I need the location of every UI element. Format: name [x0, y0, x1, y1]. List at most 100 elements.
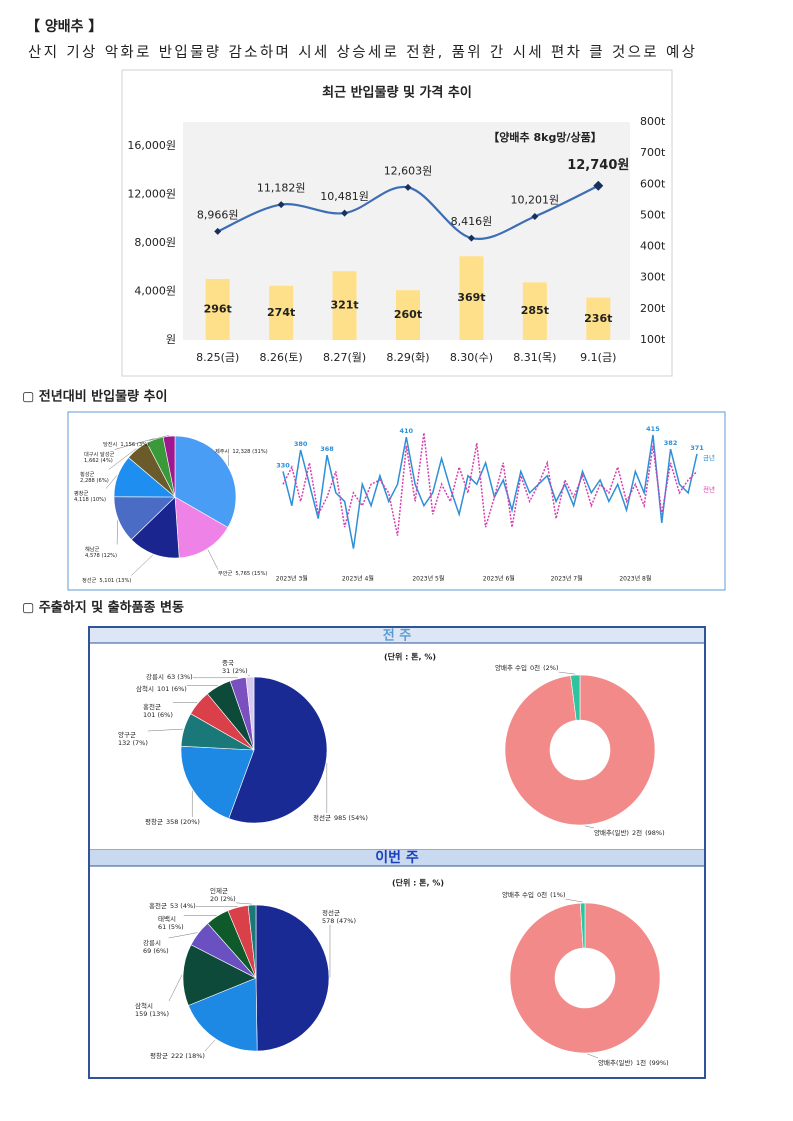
slice-value: 159 (13%): [135, 1010, 169, 1018]
slice-label: 태백시 61 (5%): [158, 914, 184, 931]
slice-name: 강릉시: [146, 672, 164, 681]
x-tick-label: 8.26(토): [260, 351, 303, 364]
donut-slice: [509, 902, 661, 1054]
slice-label: 인제군 20 (2%): [210, 886, 236, 903]
slice-value: 101 (6%): [157, 685, 187, 693]
donut-slice: [504, 674, 656, 826]
leader-line: [168, 932, 198, 939]
slice-amount: 1천: [636, 1058, 646, 1067]
pie-slice: [162, 435, 176, 498]
series-line: [282, 434, 698, 549]
point-label: 410: [400, 427, 414, 435]
slice-name: 양배추(일반): [598, 1058, 633, 1067]
section-heading: ▢ 전년대비 반입물량 추이: [22, 389, 167, 405]
y2-tick-label: 500t: [640, 208, 666, 221]
y-tick-label: 8,000원: [134, 236, 176, 249]
y-tick-label: 16,000원: [127, 139, 176, 152]
slice-label: 강릉시 69 (6%): [143, 938, 169, 955]
leader-line: [558, 671, 576, 675]
slice-label: 제주시 12,328 (31%): [215, 447, 268, 455]
bar-label: 321t: [330, 299, 358, 312]
point-label: 382: [664, 439, 678, 447]
legend-label: 금년: [703, 453, 715, 462]
slice-label: 삼척시 159 (13%): [135, 1001, 169, 1018]
slice-value: 5,765 (15%): [235, 571, 267, 577]
slice-name: 홍천군: [149, 901, 167, 910]
slice-name: 삼척시: [135, 1001, 153, 1010]
price-marker: [341, 209, 349, 217]
slice-name: 평창군: [145, 817, 163, 826]
unit-label: (단위 : 톤, %): [384, 652, 436, 662]
slice-label: 평창군 4,118 (10%): [74, 489, 106, 503]
x-tick-label: 2023년 4월: [342, 575, 374, 583]
slice-label: 정선군 578 (47%): [322, 908, 356, 925]
slice-value: 1,156 (3%): [120, 442, 149, 448]
price-label: 10,481원: [320, 190, 369, 203]
slice-value: 12,328 (31%): [232, 449, 267, 455]
slice-label: 무안군 5,765 (15%): [218, 570, 267, 577]
bar: [459, 256, 484, 340]
pie-slice: [182, 944, 257, 1006]
y-tick-label: 4,000원: [134, 285, 176, 298]
pie-slice: [247, 904, 257, 979]
slice-value: 53 (4%): [170, 902, 196, 910]
slice-name: 홍천군: [143, 702, 161, 711]
slice-name: 횡성군: [80, 470, 95, 478]
week-band: [90, 850, 704, 866]
donut-slice: [579, 902, 586, 949]
pie-slice: [174, 496, 229, 559]
slice-value: 63 (3%): [167, 673, 193, 681]
week-label: 이번 주: [375, 849, 419, 866]
legend-label: 전년: [703, 484, 715, 493]
price-marker: [214, 227, 222, 235]
price-label: 10,201원: [511, 193, 560, 206]
slice-value: (2%): [543, 664, 558, 672]
slice-name: 양배추(일반): [594, 828, 629, 837]
leader-line: [149, 435, 169, 441]
pie-slice: [180, 745, 255, 819]
bar-label: 296t: [204, 302, 232, 315]
leader-line: [207, 549, 219, 570]
slice-label: 중국 31 (2%): [222, 659, 248, 675]
slice-name: 중국: [222, 659, 234, 667]
pie-slice: [130, 496, 180, 559]
pie-slice: [255, 904, 330, 1052]
week-band: [90, 628, 704, 643]
price-marker: [404, 183, 412, 191]
slice-label: 홍천군 101 (6%): [143, 702, 173, 719]
slice-label: 평창군 222 (18%): [150, 1051, 205, 1060]
y2-tick-label: 600t: [640, 177, 666, 190]
chart-title: 최근 반입물량 및 가격 추이: [322, 85, 472, 101]
slice-name: 양구군: [118, 731, 136, 739]
page-title: 【 양배추 】: [26, 19, 102, 35]
pie-slice: [174, 435, 237, 528]
slice-label: 양배추 수입 0천 (2%): [495, 663, 558, 672]
x-tick-label: 8.29(화): [386, 351, 429, 364]
bar: [396, 290, 420, 340]
slice-label: 양배추 수입 0천 (1%): [502, 890, 565, 899]
slice-value: 20 (2%): [210, 895, 236, 903]
slice-label: 정선군 5,101 (13%): [82, 576, 131, 584]
y-tick-label: 원: [166, 333, 176, 346]
slice-value: 2,288 (6%): [80, 478, 109, 484]
bar-label: 260t: [394, 308, 422, 321]
bar: [269, 285, 294, 340]
leader-line: [247, 674, 251, 677]
slice-name: 제주시: [215, 447, 230, 455]
week-label: 전 주: [383, 628, 411, 644]
pie-slice: [228, 676, 328, 824]
slice-value: 132 (7%): [118, 739, 148, 747]
slice-label: 양구군 132 (7%): [118, 731, 148, 747]
point-label: 368: [320, 445, 334, 453]
x-tick-label: 2023년 5월: [412, 575, 444, 583]
leader-line: [114, 438, 155, 450]
price-label: 12,603원: [384, 164, 433, 177]
y-tick-label: 12,000원: [127, 188, 176, 201]
slice-value: (98%): [645, 829, 665, 837]
slice-label: 양배추(일반) 2천 (98%): [594, 828, 665, 837]
slice-name: 삼척시: [136, 684, 154, 693]
slice-value: (99%): [649, 1059, 669, 1067]
slice-name: 정선군: [322, 908, 340, 917]
slice-value: 4,118 (10%): [74, 497, 106, 503]
